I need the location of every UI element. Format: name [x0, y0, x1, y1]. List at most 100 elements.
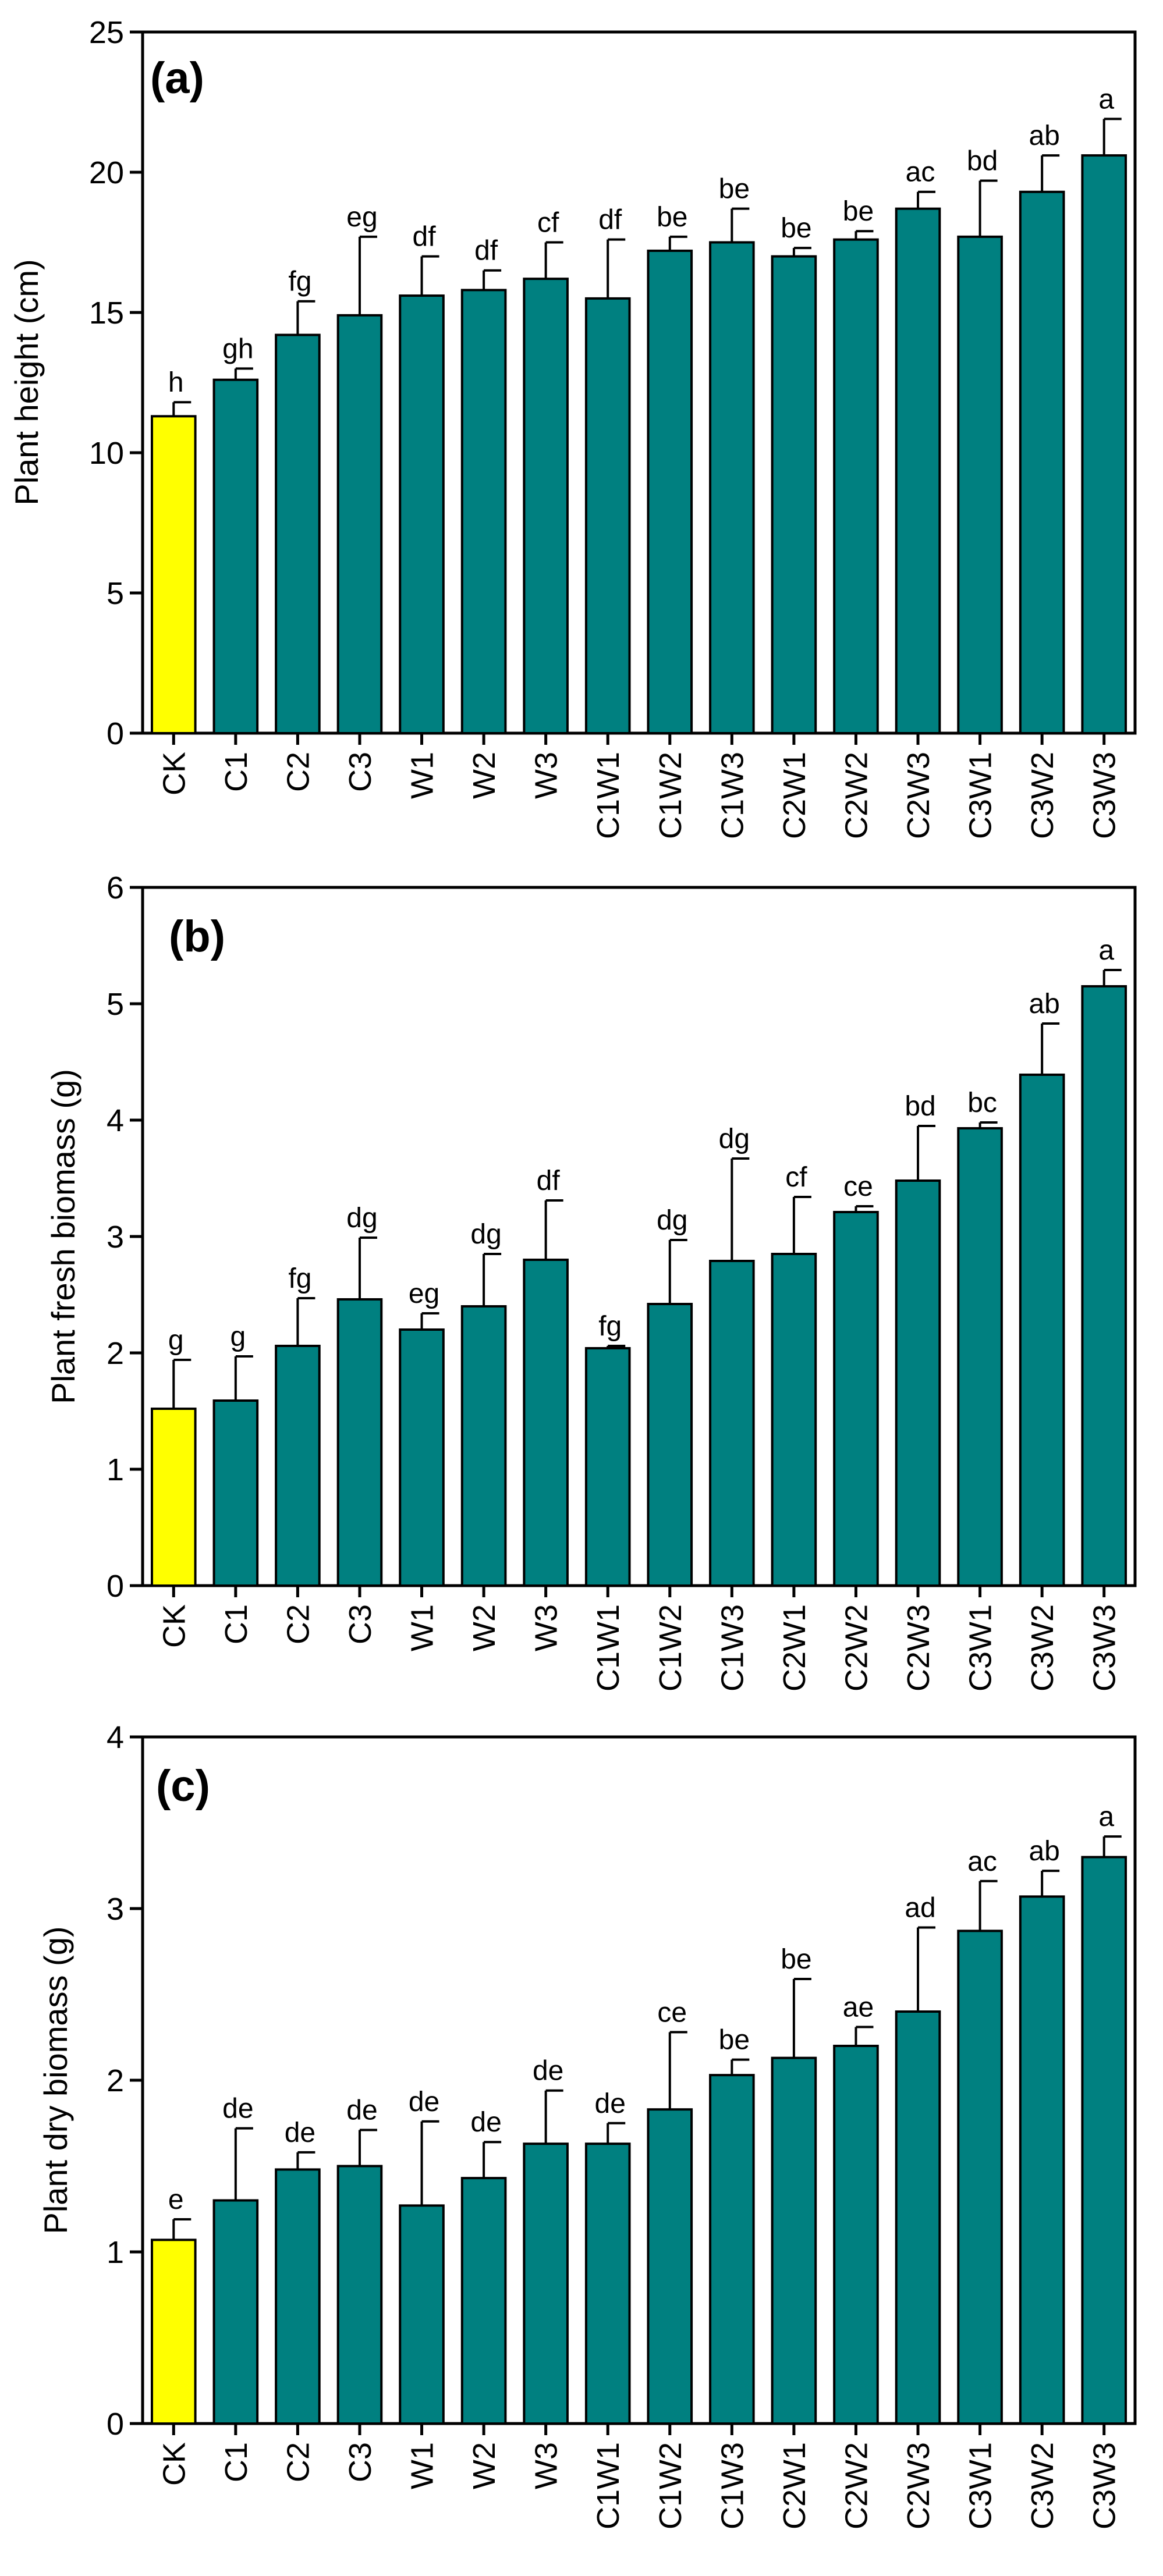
y-tick-label: 25: [89, 15, 124, 50]
bar-C3W2: [1019, 1895, 1065, 2425]
x-tick-label-W3: W3: [529, 2442, 564, 2489]
bar-W3: [523, 2142, 569, 2425]
bar-C3W1: [957, 1127, 1003, 1587]
x-tick-label-C3: C3: [343, 1604, 378, 1644]
bar-C1: [212, 2199, 259, 2425]
x-tick-label-C2W3: C2W3: [901, 752, 936, 839]
y-tick-label: 10: [89, 436, 124, 471]
plot-frame: [141, 30, 1137, 735]
bar-C1W1: [584, 297, 631, 734]
x-tick-label-C1W1: C1W1: [591, 1604, 626, 1692]
significance-label-C3: eg: [346, 202, 377, 233]
bar-C3W3: [1081, 154, 1127, 734]
significance-label-C2W1: cf: [785, 1162, 807, 1193]
x-tick-label-W3: W3: [529, 1604, 564, 1651]
x-tick-label-W2: W2: [467, 2442, 502, 2489]
significance-label-C3: de: [346, 2095, 377, 2126]
significance-label-C2W3: ac: [906, 157, 935, 188]
significance-label-C1W3: be: [719, 174, 750, 205]
bar-C1W3: [709, 2074, 755, 2425]
bar-W2: [460, 2177, 507, 2425]
significance-label-C3W3: a: [1098, 1802, 1114, 1832]
y-tick-label: 4: [107, 1103, 124, 1138]
bar-C1W3: [709, 241, 755, 734]
x-tick-label-C3W2: C3W2: [1025, 752, 1060, 839]
y-tick-label: 20: [89, 155, 124, 190]
bar-W2: [460, 289, 507, 734]
bar-W3: [523, 1259, 569, 1587]
y-tick-label: 3: [107, 1220, 124, 1255]
y-tick-label: 0: [107, 1569, 124, 1604]
y-tick-label: 0: [107, 2407, 124, 2442]
significance-label-CK: g: [168, 1325, 184, 1356]
x-tick-label-W1: W1: [405, 752, 440, 799]
x-tick-label-C1W2: C1W2: [653, 1604, 688, 1692]
significance-label-C2W1: be: [781, 213, 811, 244]
x-tick-label-C2: C2: [281, 2442, 315, 2482]
bar-W1: [399, 294, 445, 734]
x-tick-label-C1W2: C1W2: [653, 752, 688, 839]
bar-C2W2: [833, 1211, 879, 1587]
y-axis-title: Plant fresh biomass (g): [45, 1069, 81, 1404]
y-axis-title: Plant height (cm): [8, 259, 45, 505]
significance-label-C1W2: ce: [657, 1997, 687, 2028]
panel-label: (a): [150, 54, 204, 103]
bar-C2W1: [771, 1253, 817, 1587]
bar-C2: [275, 1345, 321, 1587]
bar-C2W1: [771, 2056, 817, 2425]
x-tick-label-CK: CK: [157, 1604, 192, 1648]
x-tick-label-C3W3: C3W3: [1087, 2442, 1122, 2529]
significance-label-C3W2: ab: [1029, 1836, 1059, 1867]
x-tick-label-C1: C1: [219, 752, 254, 792]
significance-label-C1W3: dg: [719, 1124, 750, 1154]
x-tick-label-C2W3: C2W3: [901, 1604, 936, 1692]
significance-label-C2W2: ce: [843, 1171, 873, 1202]
significance-label-CK: h: [168, 367, 184, 398]
y-tick-label: 4: [107, 1720, 124, 1755]
x-tick-label-C2: C2: [281, 752, 315, 792]
x-tick-label-C3W3: C3W3: [1087, 752, 1122, 839]
bar-W3: [523, 278, 569, 735]
significance-label-C2W3: ad: [905, 1892, 935, 1923]
y-tick-label: 3: [107, 1892, 124, 1927]
significance-label-C2W3: bd: [905, 1091, 935, 1122]
x-tick-label-C1W2: C1W2: [653, 2442, 688, 2529]
bar-C1W2: [647, 249, 693, 734]
bar-W2: [460, 1305, 507, 1587]
x-tick-label-C2W3: C2W3: [901, 2442, 936, 2529]
x-tick-label-C3W2: C3W2: [1025, 2442, 1060, 2529]
bar-C3W2: [1019, 1074, 1065, 1587]
x-tick-label-C1W3: C1W3: [715, 1604, 750, 1692]
bar-C3W3: [1081, 1856, 1127, 2425]
significance-label-W2: df: [474, 236, 498, 267]
bar-C1W3: [709, 1260, 755, 1587]
x-tick-label-C3W1: C3W1: [963, 752, 998, 839]
chart-panel-2: 0 1 2 3 4 5 6 Plant fresh biomass (g) (b) g CK g C1 f…: [45, 870, 1137, 1692]
x-tick-label-CK: CK: [157, 2442, 192, 2486]
x-tick-label-C1W3: C1W3: [715, 752, 750, 839]
bar-W1: [399, 2204, 445, 2425]
x-tick-label-W1: W1: [405, 1604, 440, 1651]
x-tick-label-C2: C2: [281, 1604, 315, 1644]
x-tick-label-C2W2: C2W2: [839, 2442, 874, 2529]
x-tick-label-C2W1: C2W1: [777, 752, 812, 839]
chart-panel-3: 0 1 2 3 4 Plant dry biomass (g) (c) e CK de C1 de C2…: [37, 1720, 1137, 2529]
significance-label-C3W2: ab: [1029, 120, 1059, 151]
bar-CK: [150, 1408, 197, 1587]
significance-label-C2W2: be: [843, 196, 874, 227]
bar-C3W1: [957, 1930, 1003, 2425]
y-tick-label: 1: [107, 2235, 124, 2270]
significance-label-C3W3: a: [1098, 84, 1114, 115]
x-tick-label-C3: C3: [343, 2442, 378, 2482]
bar-W1: [399, 1328, 445, 1587]
significance-label-W1: de: [409, 2087, 439, 2117]
significance-label-C1W2: be: [657, 202, 687, 233]
panel-label: (c): [156, 1761, 210, 1811]
significance-label-C2: de: [285, 2117, 315, 2148]
bar-CK: [150, 415, 197, 734]
bar-CK: [150, 2239, 197, 2425]
x-tick-label-C3W1: C3W1: [963, 1604, 998, 1692]
x-tick-label-C2W1: C2W1: [777, 2442, 812, 2529]
significance-label-C3W1: bd: [967, 145, 998, 176]
significance-label-W1: df: [413, 222, 437, 253]
